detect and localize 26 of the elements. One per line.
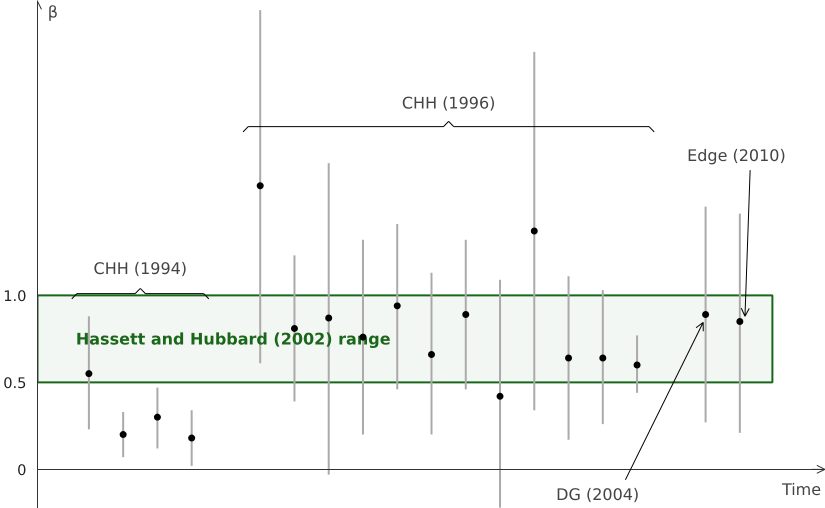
point — [496, 392, 504, 400]
point — [325, 314, 332, 322]
point — [565, 354, 572, 362]
annotation: CHH (1994) — [94, 258, 188, 278]
point — [428, 351, 435, 358]
point — [462, 311, 470, 318]
annotation: CHH (1996) — [402, 94, 496, 113]
y-tick-label: 0 — [17, 462, 27, 479]
point — [290, 324, 298, 332]
point — [154, 414, 161, 421]
annotation: DG (2004) — [556, 485, 640, 504]
annotation: Edge (2010) — [687, 146, 786, 165]
y-tick-label: 1.0 — [3, 288, 27, 305]
point — [736, 318, 744, 325]
y-axis-title: β — [48, 2, 58, 22]
point — [634, 361, 641, 368]
point — [120, 431, 127, 438]
point — [85, 370, 92, 378]
y-tick-label: 0.5 — [3, 374, 27, 392]
point — [530, 228, 538, 235]
point — [599, 354, 606, 362]
point — [394, 302, 401, 310]
point — [702, 311, 710, 318]
x-axis-title: Time — [780, 480, 822, 499]
point — [188, 434, 196, 442]
point — [256, 182, 264, 190]
